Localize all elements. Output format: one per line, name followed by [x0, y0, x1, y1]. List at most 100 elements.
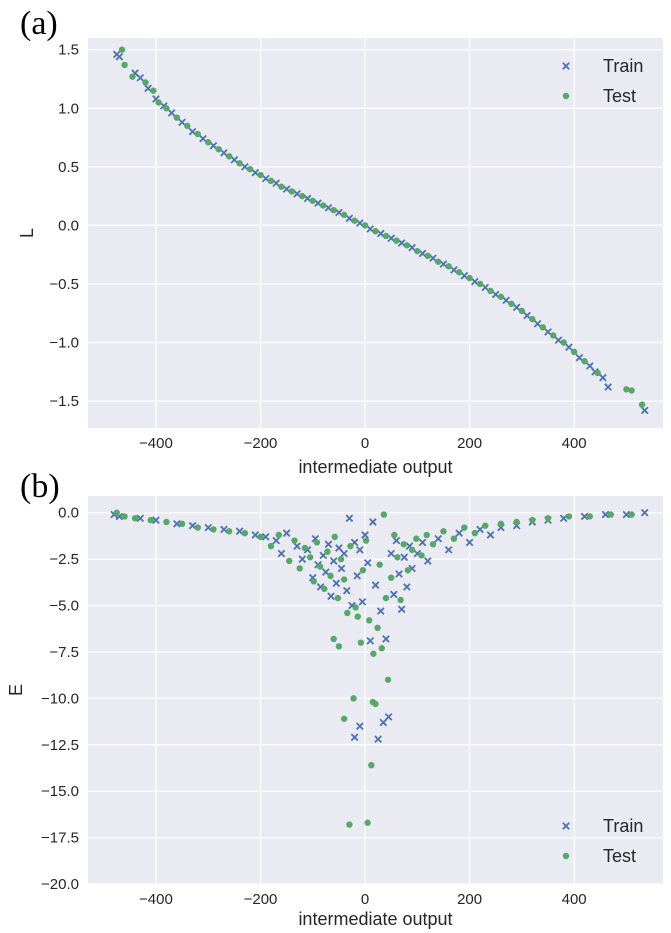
data-point-stroke-2 [167, 109, 176, 117]
data-point-stroke-2 [342, 586, 351, 595]
data-point [450, 535, 458, 542]
data-point-stroke-2 [324, 203, 333, 212]
data-point [352, 604, 359, 611]
x-tick-label: −200 [244, 435, 278, 452]
data-point [622, 510, 631, 519]
data-point [340, 576, 348, 583]
data-point [384, 713, 393, 721]
data-point [638, 401, 646, 408]
data-point-stroke-2 [455, 529, 463, 537]
data-point [163, 105, 170, 112]
data-point [142, 79, 149, 86]
data-point-stroke-2 [345, 514, 354, 523]
data-point [267, 177, 275, 185]
data-point [321, 585, 328, 593]
data-point [533, 319, 542, 328]
data-point-stroke-2 [533, 319, 542, 328]
data-point [359, 567, 367, 574]
legend: Train Test [562, 816, 643, 866]
data-point [369, 518, 377, 526]
data-point [400, 553, 409, 562]
data-point [353, 571, 362, 580]
data-point-stroke-2 [580, 512, 589, 521]
data-point-stroke-2 [418, 249, 427, 258]
data-point-stroke-2 [251, 168, 260, 177]
legend-label: Test [603, 86, 636, 106]
data-point [337, 555, 345, 563]
data-point-stroke-2 [392, 536, 401, 545]
y-tick-label: −17.5 [41, 830, 79, 847]
data-point [230, 155, 239, 164]
data-point [335, 643, 343, 650]
data-point [414, 247, 421, 255]
data-point-stroke-2 [395, 570, 403, 578]
data-point [628, 511, 635, 518]
y-tick-label: −0.5 [49, 276, 79, 293]
data-point [445, 263, 452, 270]
data-point-stroke-2 [115, 52, 124, 61]
data-point [346, 821, 353, 828]
x-tick-label: 0 [361, 435, 369, 452]
data-point [334, 594, 342, 602]
data-point [601, 510, 610, 519]
data-point [150, 87, 157, 94]
data-point [291, 537, 298, 544]
legend-marker [562, 92, 570, 100]
y-axis-label: E [6, 684, 26, 696]
x-tick-label: −400 [139, 891, 173, 908]
data-point-stroke-2 [251, 531, 260, 539]
data-point-stroke-2 [450, 266, 458, 274]
data-point [327, 592, 335, 601]
data-point [523, 311, 531, 320]
data-point-stroke-2 [316, 583, 325, 591]
data-point [301, 544, 309, 552]
y-tick-label: 0.0 [58, 217, 79, 234]
data-point [293, 542, 301, 550]
data-point-stroke-2 [314, 199, 322, 207]
data-point-stroke-2 [376, 607, 385, 615]
data-point [374, 735, 382, 744]
data-point [628, 387, 635, 394]
data-point [309, 197, 316, 204]
data-point [434, 534, 443, 543]
data-point [497, 293, 505, 301]
data-point [296, 565, 303, 572]
data-point-stroke-2 [434, 534, 443, 543]
data-point [340, 549, 348, 558]
data-point [513, 518, 520, 526]
data-point [486, 531, 495, 539]
data-point-stroke-2 [460, 271, 469, 280]
data-point [372, 228, 379, 235]
data-point [347, 542, 354, 550]
data-point [313, 539, 321, 546]
data-point-stroke-2 [136, 514, 145, 523]
data-point-stroke-2 [585, 362, 594, 370]
series-test [118, 46, 646, 408]
series-test [113, 509, 635, 828]
data-point [394, 554, 401, 561]
data-point [391, 531, 398, 539]
data-point-stroke-2 [387, 549, 396, 558]
data-point-stroke-2 [115, 512, 124, 521]
data-point-stroke-2 [324, 540, 333, 549]
data-point-stroke-2 [159, 102, 168, 110]
data-point [363, 558, 372, 567]
data-point-stroke-2 [345, 214, 354, 223]
data-point [113, 509, 120, 516]
legend-marker [562, 62, 570, 70]
data-point [184, 122, 191, 130]
data-point-stroke-2 [363, 558, 372, 567]
data-point [210, 526, 217, 533]
data-point [236, 160, 243, 167]
data-point [288, 188, 296, 195]
data-point [330, 635, 337, 643]
data-point-stroke-2 [397, 239, 406, 247]
data-point [115, 52, 124, 61]
series-train [110, 508, 649, 744]
data-point [418, 538, 427, 547]
data-point-stroke-2 [350, 733, 359, 742]
panel-label: (a) [20, 5, 58, 42]
data-point-stroke-2 [173, 520, 181, 528]
data-point [257, 171, 264, 179]
data-point [423, 557, 432, 565]
